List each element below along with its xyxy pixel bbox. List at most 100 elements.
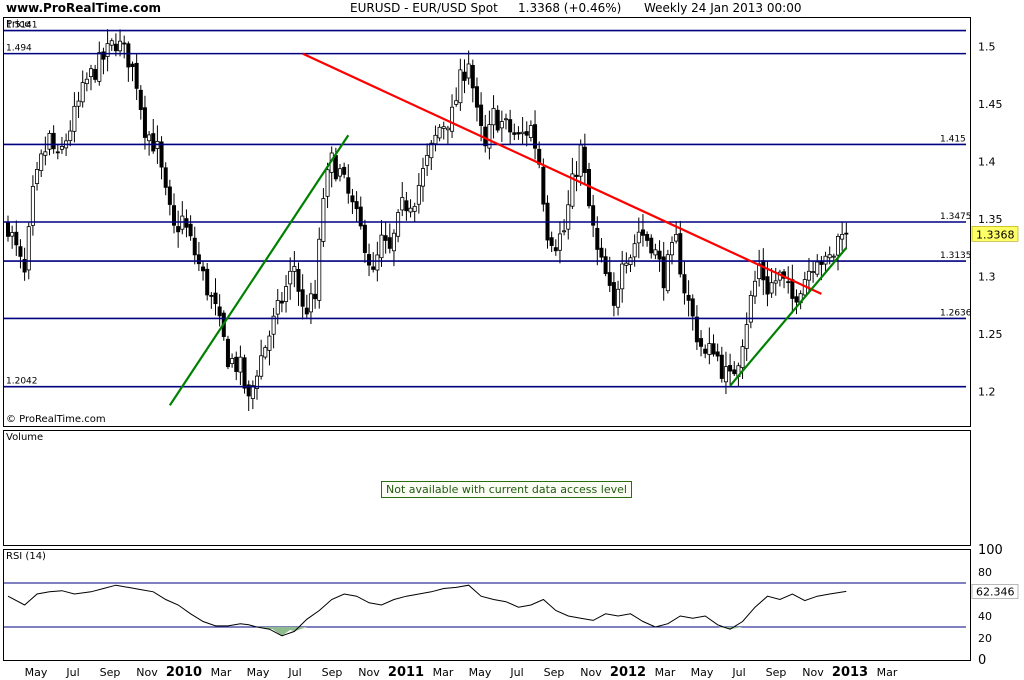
candle-up [566, 204, 571, 230]
price-axis-tick-label: 1.2 [978, 386, 996, 399]
candle-down [126, 43, 131, 68]
candle-up [89, 68, 94, 78]
x-axis-tick-label: 2013 [832, 665, 868, 680]
rsi-axis-tick-label: 20 [978, 632, 992, 645]
candle-up [670, 242, 675, 256]
candle-down [304, 307, 309, 315]
x-axis-tick-label: Jul [509, 666, 523, 679]
candle-down [346, 177, 351, 194]
candle-up [292, 266, 297, 272]
x-axis-tick-label: Sep [100, 666, 121, 679]
candle-down [574, 174, 579, 177]
timeframe-date: Weekly 24 Jan 2013 00:00 [644, 1, 802, 15]
candle-up [773, 280, 778, 284]
candle-up [337, 168, 342, 177]
candle-down [138, 89, 143, 110]
candle-down [234, 356, 239, 372]
candle-up [562, 230, 567, 233]
x-axis-tick-label: May [469, 666, 492, 679]
candle-up [499, 121, 504, 129]
price-axis-tick-label: 1.4 [978, 156, 996, 169]
candle-up [80, 82, 85, 103]
price-axis-tick-label: 1.35 [978, 213, 1003, 226]
candle-down [296, 269, 301, 292]
candle-up [441, 126, 446, 129]
candle-up [665, 254, 670, 292]
candle-down [479, 104, 484, 126]
candle-up [769, 282, 774, 294]
level-label: 1.494 [6, 44, 32, 54]
candle-up [827, 254, 832, 259]
candle-up [375, 254, 380, 271]
rsi-axis-tick-label: 40 [978, 610, 992, 623]
candle-up [707, 343, 712, 355]
last-price-tag-bg [971, 225, 1019, 242]
price-axis-tick-label: 1.45 [978, 98, 1003, 111]
candle-up [84, 78, 89, 85]
candle-up [815, 261, 820, 275]
price-axis-tick-label: 1.3 [978, 271, 996, 284]
level-label: 1.2636 [940, 308, 972, 318]
rsi-pane[interactable]: RSI (14) [3, 549, 971, 661]
downtrend-line [302, 52, 822, 295]
candle-down [6, 221, 11, 237]
candle-up [806, 270, 811, 281]
rsi-axis-tick-label: 100 [978, 543, 1003, 558]
candle-down [192, 237, 197, 256]
level-label: 1.415 [940, 134, 966, 144]
level-label: 1.3475 [940, 212, 972, 222]
candle-up [466, 63, 471, 79]
candle-down [719, 354, 724, 379]
candle-down [533, 124, 538, 149]
candle-up [118, 40, 123, 52]
candle-up [147, 134, 152, 142]
candle-down [246, 384, 251, 397]
candle-up [284, 286, 289, 302]
rsi-value-tag: 62.346 [976, 585, 1015, 598]
candle-down [508, 119, 513, 133]
candle-down [51, 132, 56, 150]
candle-up [39, 153, 44, 171]
candle-up [391, 232, 396, 252]
candle-down [732, 369, 737, 375]
candle-down [122, 42, 127, 45]
candle-up [487, 124, 492, 149]
candle-down [213, 292, 218, 305]
candle-up [30, 186, 35, 226]
candle-up [379, 234, 384, 259]
candle-up [433, 134, 438, 145]
candle-down [462, 71, 467, 81]
last-price-tag: 1.3368 [976, 228, 1015, 241]
candle-down [711, 343, 716, 355]
candle-up [674, 234, 679, 242]
volume-pane[interactable]: Volume Not available with current data a… [3, 430, 971, 546]
candle-up [425, 155, 430, 166]
candle-down [682, 274, 687, 294]
candle-down [470, 64, 475, 89]
candle-up [325, 169, 330, 197]
candle-up [416, 184, 421, 205]
candle-up [748, 295, 753, 323]
uptrend-line [729, 247, 848, 387]
candle-up [450, 106, 455, 132]
candle-down [300, 289, 305, 307]
x-axis-tick-label: 2011 [388, 665, 424, 680]
level-label: 1.5141 [6, 21, 38, 31]
x-axis-tick-label: 2012 [610, 665, 646, 680]
last-price-change: 1.3368 (+0.46%) [518, 1, 622, 15]
x-axis-tick-label: May [25, 666, 48, 679]
x-axis-tick-label: May [247, 666, 270, 679]
candle-down [404, 200, 409, 212]
candle-up [811, 271, 816, 273]
candle-down [582, 146, 587, 173]
x-axis-tick-label: Sep [322, 666, 343, 679]
candle-down [645, 234, 650, 241]
chart-header: www.ProRealTime.com EURUSD - EUR/USD Spo… [0, 0, 1024, 18]
rsi-pane-label: RSI (14) [6, 551, 46, 562]
candle-up [10, 232, 15, 237]
candle-up [35, 169, 40, 184]
candle-down [512, 132, 517, 135]
candle-down [55, 151, 60, 154]
x-axis-tick-label: May [691, 666, 714, 679]
rsi-oversold-fill [257, 627, 743, 636]
